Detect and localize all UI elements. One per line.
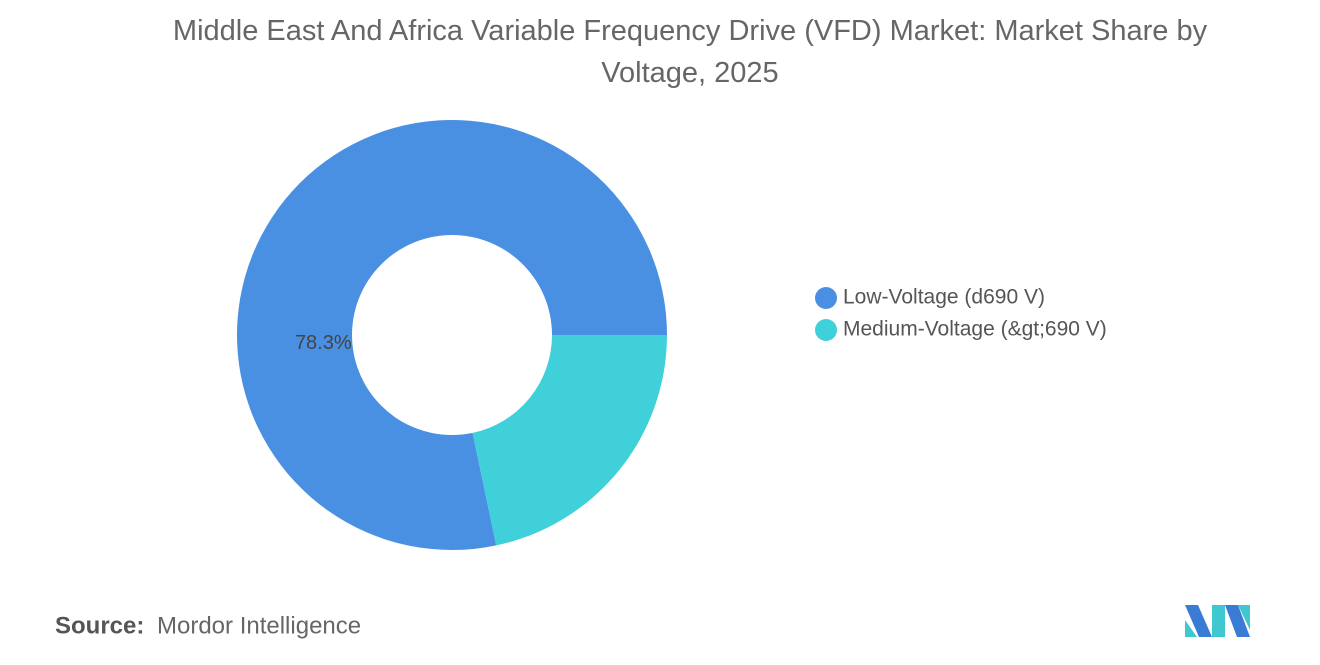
data-label: 78.3%: [295, 332, 352, 354]
donut-segment: [237, 119, 667, 551]
legend-swatch: [815, 287, 837, 309]
source: Mordor Intelligence: [157, 612, 361, 639]
source-label: Source:: [55, 612, 144, 639]
legend-label: Medium-Voltage (&gt;690 V): [843, 318, 1107, 341]
legend-swatch: [815, 319, 837, 341]
logo: [1185, 605, 1250, 637]
legend-label: Low-Voltage (d690 V): [843, 286, 1045, 309]
donut-segment: [472, 335, 667, 546]
chart-title: Middle East And Africa Variable Frequenc…: [172, 15, 1208, 89]
